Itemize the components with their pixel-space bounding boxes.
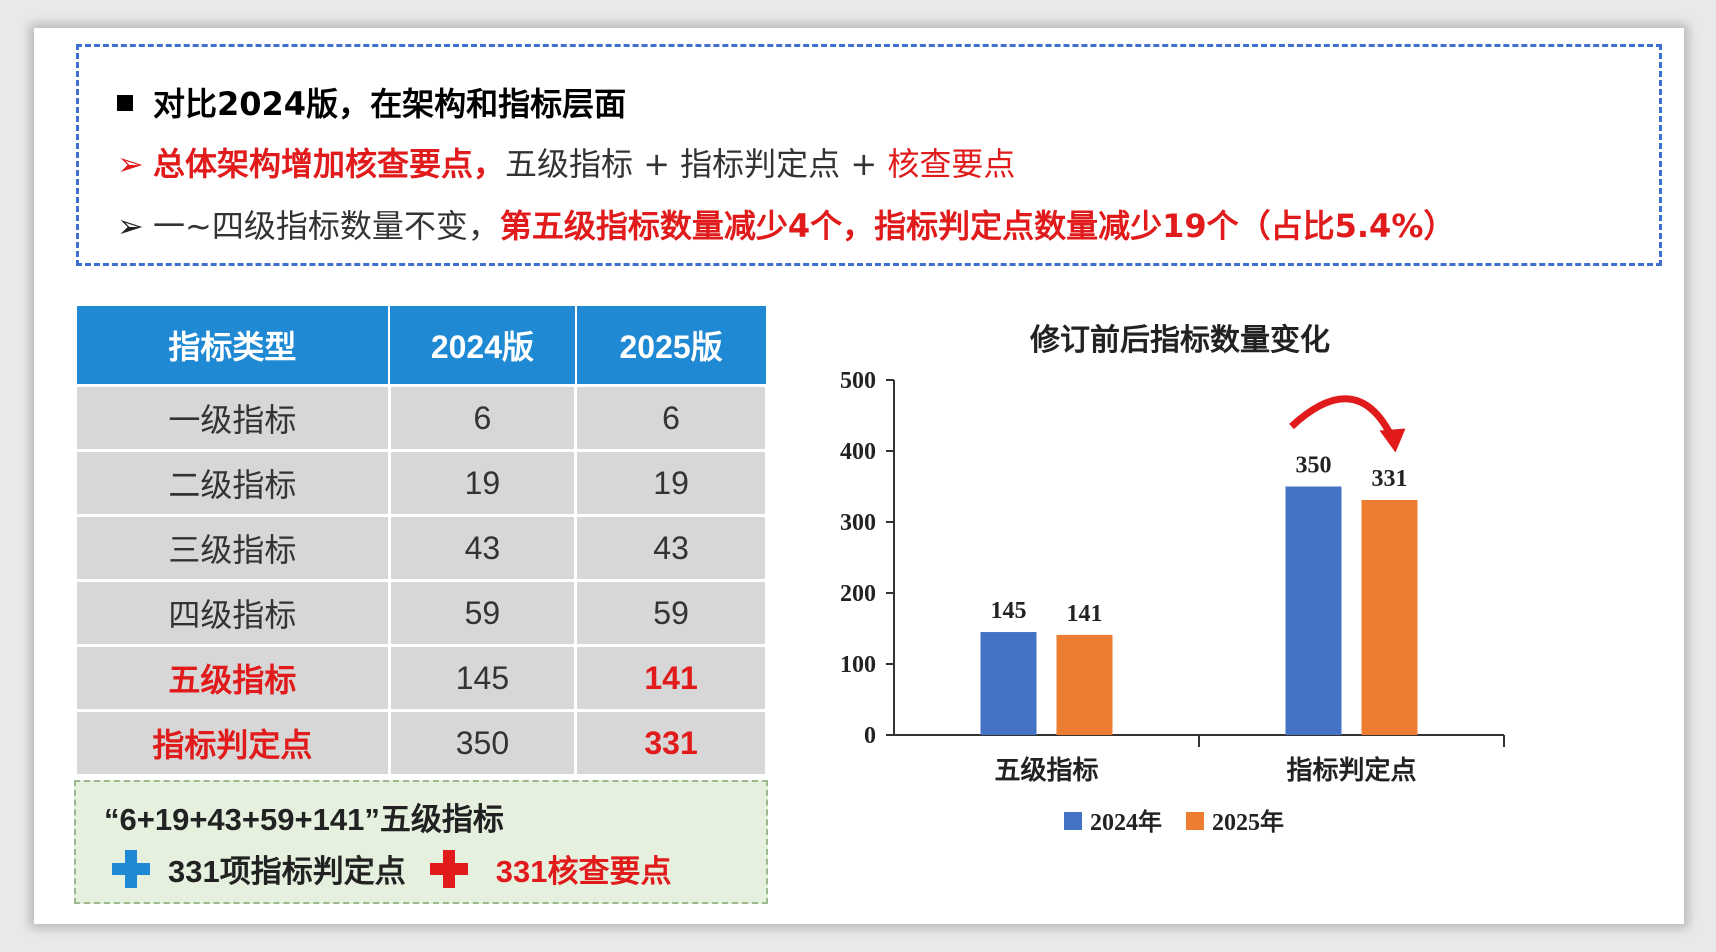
x-category-label: 指标判定点 [1286,755,1416,786]
bar-2024年 [1285,486,1342,735]
summary-line-2: ➢ 总体架构增加核查要点，五级指标 + 指标判定点 + 核查要点 [117,139,1015,185]
y-tick-label: 500 [840,368,876,394]
cell-2025: 19 [574,449,768,517]
curved-arrow-icon [1289,395,1395,439]
y-tick-label: 400 [840,439,876,465]
summary-line-3: ➢ 一~四级指标数量不变，第五级指标数量减少4个，指标判定点数量减少19个（占比5… [117,201,1455,247]
square-bullet-icon [117,95,133,111]
cell-2025: 141 [574,644,768,712]
cell-2024: 350 [387,709,578,777]
indicator-table: 指标类型 2024版 2025版 一级指标 6 6 二级指标 19 19 三级指标 43 43 四… [74,304,768,777]
table-header-row: 指标类型 2024版 2025版 [74,304,768,387]
y-tick-label: 100 [840,652,876,678]
cell-2025: 331 [574,709,768,777]
y-tick-label: 300 [840,510,876,536]
slide: 对比2024版，在架构和指标层面 ➢ 总体架构增加核查要点，五级指标 + 指标判定… [34,28,1684,924]
legend-label: 2024年 [1090,808,1162,836]
legend-swatch [1186,812,1204,830]
cell-type: 二级指标 [74,449,391,517]
bar-2024年 [980,632,1037,735]
cell-2024: 19 [387,449,578,517]
summary-line-3-red: 第五级指标数量减少4个，指标判定点数量减少19个（占比5.4%） [499,207,1456,245]
cell-2024: 59 [387,579,578,647]
data-label: 145 [991,598,1027,624]
table-row: 二级指标 19 19 [74,449,768,517]
table-row: 五级指标 145 141 [74,644,768,712]
formula-item-check: 331核查要点 [495,854,672,889]
summary-line-2-red: 总体架构增加核查要点， [153,145,506,183]
summary-heading-text: 对比2024版，在架构和指标层面 [153,85,627,123]
header-type: 指标类型 [74,304,391,387]
header-2024: 2024版 [388,304,577,387]
formula-items: 331项指标判定点 331核查要点 [112,846,671,891]
cell-2024: 43 [387,514,578,582]
summary-box: 对比2024版，在架构和指标层面 ➢ 总体架构增加核查要点，五级指标 + 指标判定… [76,44,1662,266]
formula-item-judgment: 331项指标判定点 [168,854,406,889]
arrow-bullet-icon: ➢ [117,145,144,183]
chart-title: 修订前后指标数量变化 [1029,323,1330,358]
summary-heading: 对比2024版，在架构和指标层面 [117,79,626,125]
bar-2025年 [1056,634,1113,735]
cell-2024: 6 [387,384,578,452]
bar-2025年 [1361,499,1418,735]
legend-label: 2025年 [1212,808,1284,836]
data-label: 141 [1067,601,1103,627]
x-category-label: 五级指标 [994,755,1098,786]
legend-swatch [1064,812,1082,830]
cell-type: 四级指标 [74,579,391,647]
cell-type: 一级指标 [74,384,391,452]
summary-line-2-red-tail: 核查要点 [887,145,1016,183]
arrow-bullet-icon: ➢ [117,207,144,245]
cell-2025: 59 [574,579,768,647]
formula-line: “6+19+43+59+141”五级指标 [104,802,504,837]
summary-line-2-normal: 五级指标 + 指标判定点 + [505,145,888,183]
plus-icon [112,850,150,888]
cell-2024: 145 [387,644,578,712]
y-tick-label: 0 [864,723,876,749]
cell-type: 三级指标 [74,514,391,582]
table-row: 指标判定点 350 331 [74,709,768,777]
table-row: 三级指标 43 43 [74,514,768,582]
arrow-head-icon [1379,428,1406,453]
cell-type: 指标判定点 [74,709,391,777]
header-2025: 2025版 [574,304,768,387]
data-label: 350 [1296,453,1332,479]
cell-type: 五级指标 [74,644,391,712]
table-row: 一级指标 6 6 [74,384,768,452]
cell-2025: 6 [574,384,768,452]
cell-2025: 43 [574,514,768,582]
bar-chart: 修订前后指标数量变化 0 100 200 300 400 500 五级指标 145 141 指标判定… [840,323,1505,836]
plus-icon [429,850,468,888]
summary-line-3-normal: 一~四级指标数量不变， [153,207,500,245]
formula-box: “6+19+43+59+141”五级指标 331项指标判定点 331核查要点 [74,780,768,904]
table-row: 四级指标 59 59 [74,579,768,647]
data-label: 331 [1372,466,1408,492]
y-tick-label: 200 [840,581,876,607]
